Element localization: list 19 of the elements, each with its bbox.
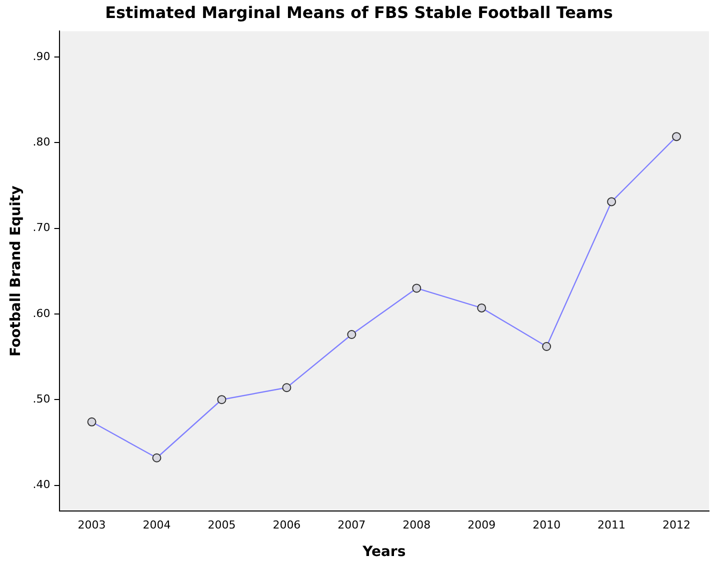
y-tick-label: .80 [32,135,50,148]
x-tick-label: 2003 [78,518,106,532]
x-tick-label: 2007 [338,518,366,532]
x-tick-label: 2004 [142,518,171,532]
chart-title: Estimated Marginal Means of FBS Stable Football Teams [105,2,613,22]
x-tick-label: 2010 [532,518,561,532]
x-tick-label: 2006 [272,518,301,532]
x-tick-label: 2008 [402,518,431,532]
y-axis-title: Football Brand Equity [8,186,24,357]
y-tick-label: .70 [32,221,50,234]
y-tick-label: .90 [32,50,50,63]
x-tick-label: 2009 [468,518,496,532]
y-tick-label: .40 [32,478,50,492]
y-tick-label: .50 [32,392,50,406]
x-axis-title: Years [362,544,406,560]
x-tick-label: 2012 [662,518,691,532]
y-tick-label: .60 [32,306,50,320]
x-tick-label: 2011 [598,518,626,532]
x-tick-label: 2005 [208,518,236,532]
